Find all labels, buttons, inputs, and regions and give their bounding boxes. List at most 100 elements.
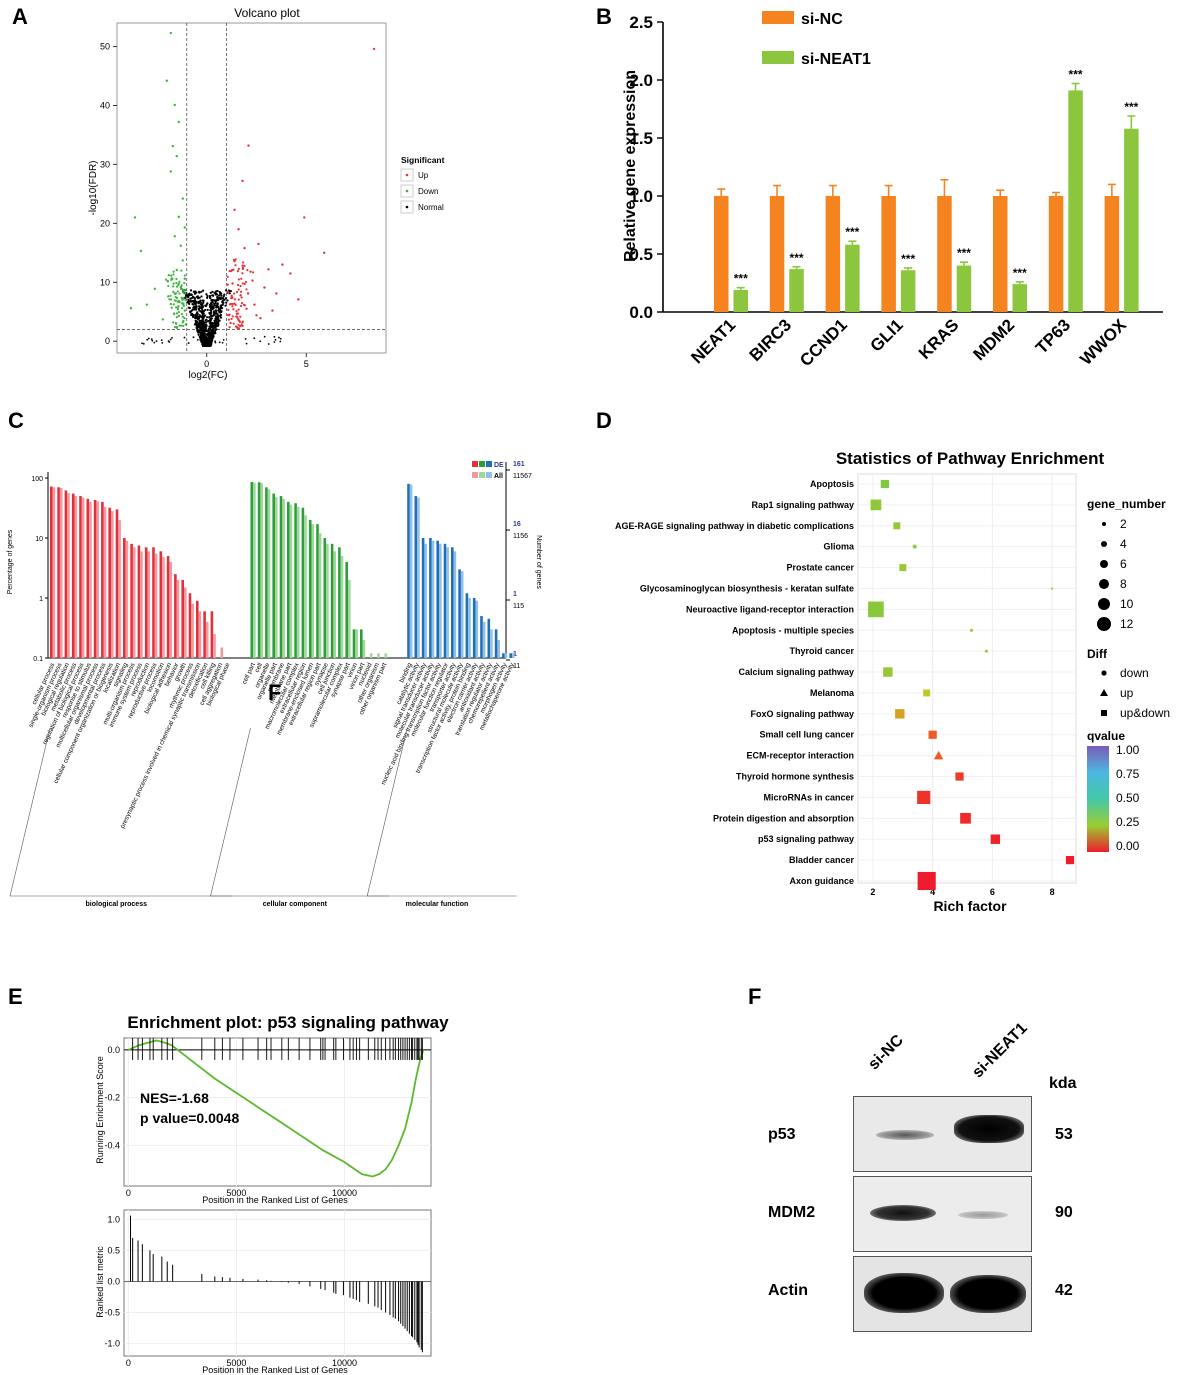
gsea-ranked-ytick-label: 0.0 [107,1276,120,1286]
volcano-normal-point [212,327,215,330]
volcano-normal-point [214,331,217,335]
go-bar-all [59,488,63,658]
volcano-normal-point [213,312,216,315]
volcano-down-point [172,303,175,306]
volcano-down-point [178,280,181,283]
bar-neat1-si-neat1 [733,289,748,312]
volcano-down-point [176,290,179,293]
go-bar-all [384,653,388,658]
volcano-legend-title: Significant [401,155,445,165]
volcano-up-point [237,278,240,281]
blot-size-mdm2: 90 [1055,1204,1073,1221]
volcano-normal-point [222,339,225,341]
volcano-down-point [172,290,175,293]
band-p53-si-neat1 [954,1115,1024,1143]
pathway-point-down [1050,587,1054,590]
gsea-ranked-ytick-label: -0.5 [104,1308,120,1318]
pathway-size-legend-dot [1102,522,1106,526]
volcano-down-point [167,274,171,277]
bar-wwox-si-neat1 [1124,128,1139,312]
volcano-normal-point [206,340,209,343]
lane-label-si-neat1: si-NEAT1 [969,1019,1031,1082]
go-bar-all [220,647,224,658]
go-bar-all [147,551,151,658]
bar-birc3-si-neat1 [789,269,804,312]
volcano-normal-point [214,304,218,307]
volcano-down-point [177,310,180,314]
volcano-normal-point [202,330,205,333]
gsea-ytick-label: -0.2 [104,1093,120,1103]
blot-size-actin: 42 [1055,1282,1073,1299]
volcano-down-point [170,274,173,277]
go-bar-de [159,551,163,658]
volcano-up-point [232,292,236,295]
volcano-up-point [323,251,326,255]
volcano-up-point [237,228,240,231]
volcano-legend-dot [405,205,409,209]
go-bar-all [103,506,107,658]
volcano-down-point [172,282,175,285]
pathway-point-updown [868,601,884,618]
volcano-down-point [182,289,185,292]
go-bar-all [275,497,278,658]
bar-ccnd1-si-nc [825,196,841,312]
volcano-down-point [175,306,178,309]
volcano-ytick-label: 50 [100,42,110,52]
bar-gli1-si-nc [881,196,896,312]
go-bar-de [429,538,432,658]
go-bar-de [458,569,461,658]
go-bar-all [162,557,165,658]
volcano-down-point [175,154,178,158]
volcano-normal-point [195,326,198,330]
bar-ylabel: Relative gene expression [622,70,639,262]
volcano-up-point [235,312,238,315]
volcano-up-point [240,277,243,280]
volcano-up-point [237,308,240,311]
pathway-shape-legend-up [1100,689,1108,696]
volcano-normal-point [210,339,214,342]
volcano-up-point [233,298,237,301]
volcano-normal-point [190,293,193,296]
volcano-normal-point [214,302,217,305]
volcano-normal-point [215,312,218,315]
band-actin-si-neat1 [950,1275,1026,1313]
volcano-normal-point [216,289,219,293]
blot-label-mdm2: MDM2 [768,1204,816,1221]
volcano-xlabel: log2(FC) [189,370,228,381]
go-bar-de [509,653,512,658]
volcano-normal-point [215,316,218,319]
volcano-down-point [139,249,143,253]
pathway-label: MicroRNAs in cancer [763,792,854,802]
bar-significance: *** [1069,67,1083,81]
go-bar-all [468,598,471,658]
go-legend-swatch [486,472,492,478]
volcano-up-point [234,258,237,261]
go-bar-all [439,543,442,658]
pathway-point-updown [955,772,964,781]
volcano-normal-point [206,294,209,298]
go-bar-de [265,487,268,658]
volcano-normal-point [274,338,277,341]
go-bar-all [512,653,515,658]
volcano-normal-point [200,305,203,308]
pathway-point-updown [917,871,936,891]
go-bar-de [250,481,254,658]
volcano-up-point [257,242,260,246]
go-group-bracket-edge [9,727,51,897]
volcano-down-point [177,299,180,302]
volcano-normal-point [168,341,171,343]
go-bar-de [181,579,184,658]
volcano-down-point [172,270,175,273]
volcano-down-point [183,309,186,312]
pathway-point-updown [917,790,931,805]
volcano-down-point [175,281,178,285]
go-bar-de [480,616,483,658]
volcano-down-point [175,268,178,272]
pathway-size-legend-label: 10 [1120,597,1134,611]
pathway-point-up [933,750,944,760]
bar-category-label: BIRC3 [746,315,796,365]
volcano-normal-point [209,341,212,344]
pathway-color-legend-label: 0.50 [1116,791,1140,805]
volcano-normal-point [210,334,213,337]
go-bar-all [125,540,129,658]
